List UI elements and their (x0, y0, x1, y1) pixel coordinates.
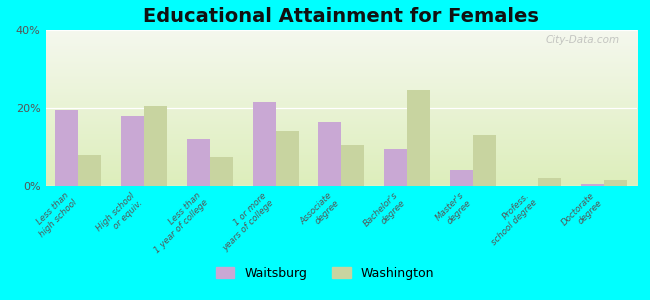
Bar (318, 122, 341, 186)
Bar (187, 139, 210, 186)
Title: Educational Attainment for Females: Educational Attainment for Females (143, 7, 540, 26)
Bar (210, 157, 233, 186)
Bar (538, 178, 562, 186)
Bar (604, 180, 627, 186)
Bar (384, 149, 407, 186)
Bar (341, 145, 364, 186)
Bar (581, 184, 604, 186)
Text: City-Data.com: City-Data.com (545, 35, 619, 45)
Bar (144, 106, 167, 186)
Bar (121, 116, 144, 186)
Bar (79, 155, 101, 186)
Bar (252, 102, 276, 186)
Bar (473, 135, 496, 186)
Bar (55, 110, 79, 186)
Bar (407, 90, 430, 186)
Legend: Waitsburg, Washington: Waitsburg, Washington (211, 262, 439, 285)
Bar (276, 131, 298, 186)
Bar (450, 170, 473, 186)
